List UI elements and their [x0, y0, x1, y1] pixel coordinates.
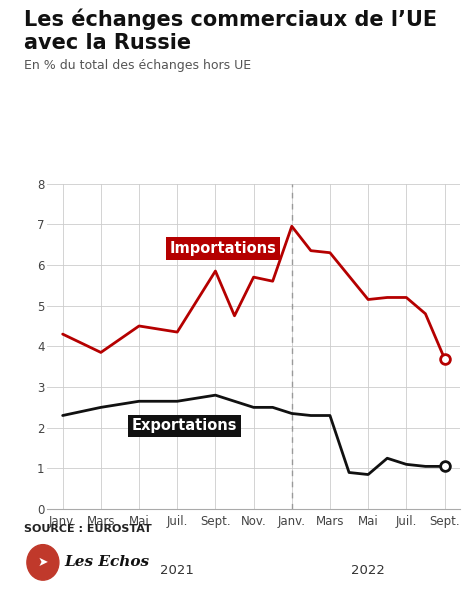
- Circle shape: [27, 545, 59, 580]
- Text: En % du total des échanges hors UE: En % du total des échanges hors UE: [24, 59, 251, 72]
- Text: Les échanges commerciaux de l’UE: Les échanges commerciaux de l’UE: [24, 9, 437, 30]
- Text: SOURCE : EUROSTAT: SOURCE : EUROSTAT: [24, 524, 152, 534]
- Text: 2021: 2021: [160, 564, 194, 577]
- Text: ➤: ➤: [37, 556, 48, 569]
- Text: 2022: 2022: [351, 564, 385, 577]
- Text: avec la Russie: avec la Russie: [24, 33, 191, 53]
- Text: Importations: Importations: [170, 241, 276, 256]
- Text: Les Echos: Les Echos: [64, 555, 149, 570]
- Text: Exportations: Exportations: [132, 418, 237, 433]
